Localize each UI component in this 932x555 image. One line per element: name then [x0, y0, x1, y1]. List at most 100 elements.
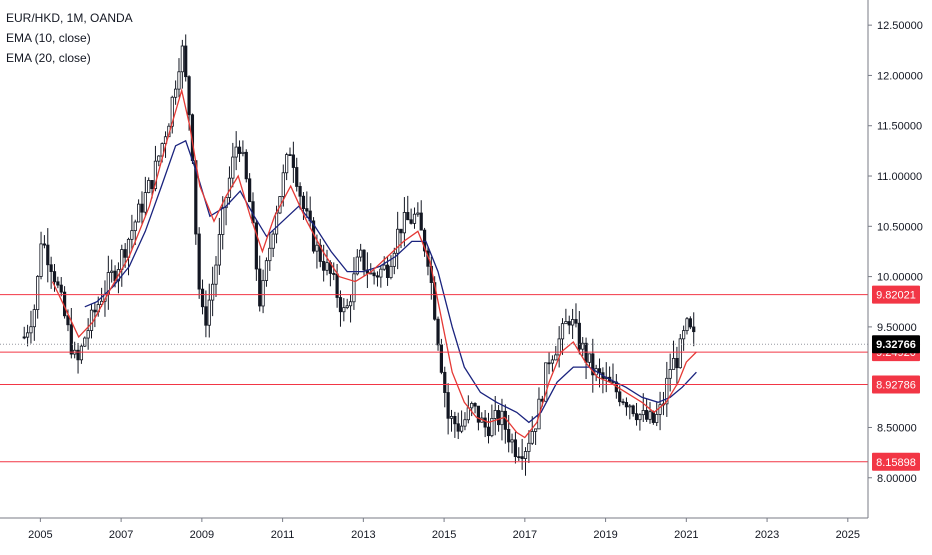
candle-body: [439, 344, 444, 373]
candle-body: [315, 244, 319, 252]
candle-body: [520, 456, 524, 459]
candle-body: [49, 264, 53, 272]
candle-body: [120, 249, 124, 270]
candle-body: [470, 403, 474, 409]
candle-body: [567, 321, 571, 326]
candle-body: [248, 178, 252, 203]
candle-body: [110, 270, 114, 273]
candle-body: [150, 180, 154, 190]
candle-body: [685, 318, 689, 332]
candle-body: [446, 392, 450, 419]
candles-group: [22, 34, 696, 476]
y-tick-label: 11.50000: [877, 121, 922, 133]
y-tick-label: 12.50000: [877, 20, 923, 32]
x-tick-label: 2019: [593, 529, 617, 541]
candle-body: [597, 368, 602, 374]
candle-body: [419, 212, 423, 231]
candle-body: [587, 353, 592, 363]
y-tick-label: 8.50000: [877, 422, 917, 434]
candle-body: [83, 337, 87, 347]
candle-body: [456, 423, 460, 432]
candle-body: [648, 411, 652, 420]
candle-body: [355, 256, 359, 275]
candle-body: [184, 45, 188, 78]
candle-body: [453, 416, 457, 425]
candle-body: [274, 212, 279, 235]
candle-body: [422, 229, 427, 252]
level-tag-label: 8.15898: [876, 457, 916, 469]
candle-body: [503, 410, 507, 430]
legend-ema20[interactable]: EMA (20, close): [6, 51, 91, 65]
candle-body: [301, 195, 306, 210]
candle-body: [291, 154, 295, 168]
candle-body: [624, 402, 629, 408]
legend-ema10[interactable]: EMA (10, close): [6, 31, 91, 45]
candle-body: [534, 428, 538, 432]
levels-group: [0, 294, 868, 463]
candle-body: [571, 319, 575, 326]
candle-body: [416, 212, 420, 215]
candle-body: [59, 284, 63, 293]
candle-body: [352, 273, 356, 303]
level-tag: [872, 452, 920, 471]
candle-body: [671, 357, 676, 370]
candle-body: [560, 323, 565, 340]
candle-body: [254, 222, 258, 270]
last-price-tag: [872, 335, 920, 354]
y-tick-label: 10.50000: [877, 221, 923, 233]
candle-body: [143, 192, 147, 213]
candle-body: [574, 319, 578, 324]
candle-body: [271, 233, 275, 249]
candle-body: [675, 357, 679, 369]
candle-body: [322, 261, 326, 271]
candle-body: [412, 213, 417, 224]
x-tick-label: 2021: [674, 529, 698, 541]
candle-body: [527, 442, 531, 452]
x-tick-label: 2009: [190, 529, 214, 541]
candle-body: [93, 309, 97, 313]
candle-body: [22, 336, 26, 339]
candle-body: [305, 208, 309, 212]
candle-body: [449, 416, 454, 419]
candle-body: [258, 268, 262, 307]
candle-body: [211, 283, 215, 301]
candle-body: [214, 264, 218, 285]
candle-body: [584, 342, 588, 363]
candle-body: [476, 405, 481, 423]
x-tick-label: 2007: [109, 529, 133, 541]
ema20-line: [84, 139, 697, 424]
x-tick-label: 2013: [351, 529, 375, 541]
candle-body: [513, 439, 518, 458]
legend-symbol[interactable]: EUR/HKD, 1M, OANDA: [6, 11, 133, 25]
candle-body: [618, 391, 622, 403]
candle-body: [530, 431, 534, 444]
candle-body: [577, 322, 581, 350]
candle-body: [557, 338, 561, 356]
candle-body: [651, 411, 655, 423]
candle-body: [554, 354, 558, 361]
candle-body: [547, 362, 551, 365]
x-tick-label: 2017: [513, 529, 537, 541]
level-tag: [872, 375, 920, 394]
candle-body: [493, 410, 497, 419]
candle-body: [285, 154, 289, 174]
last-price-label: 9.32766: [876, 339, 916, 351]
x-tick-label: 2011: [271, 529, 295, 541]
candle-body: [79, 345, 84, 361]
candle-body: [46, 244, 50, 266]
candle-body: [221, 207, 225, 235]
y-tick-label: 12.00000: [877, 70, 923, 82]
ema10-group: [51, 87, 697, 439]
candle-body: [123, 249, 127, 258]
axes-group: 8.00000 8.50000 9.50000 10.00000 10.50000 11.…: [0, 0, 923, 541]
candle-body: [39, 243, 43, 277]
candle-body: [591, 353, 595, 376]
candle-body: [42, 243, 47, 246]
candle-body: [338, 297, 343, 313]
candle-body: [137, 203, 141, 223]
x-tick-label: 2005: [28, 529, 52, 541]
candle-body: [544, 362, 548, 402]
